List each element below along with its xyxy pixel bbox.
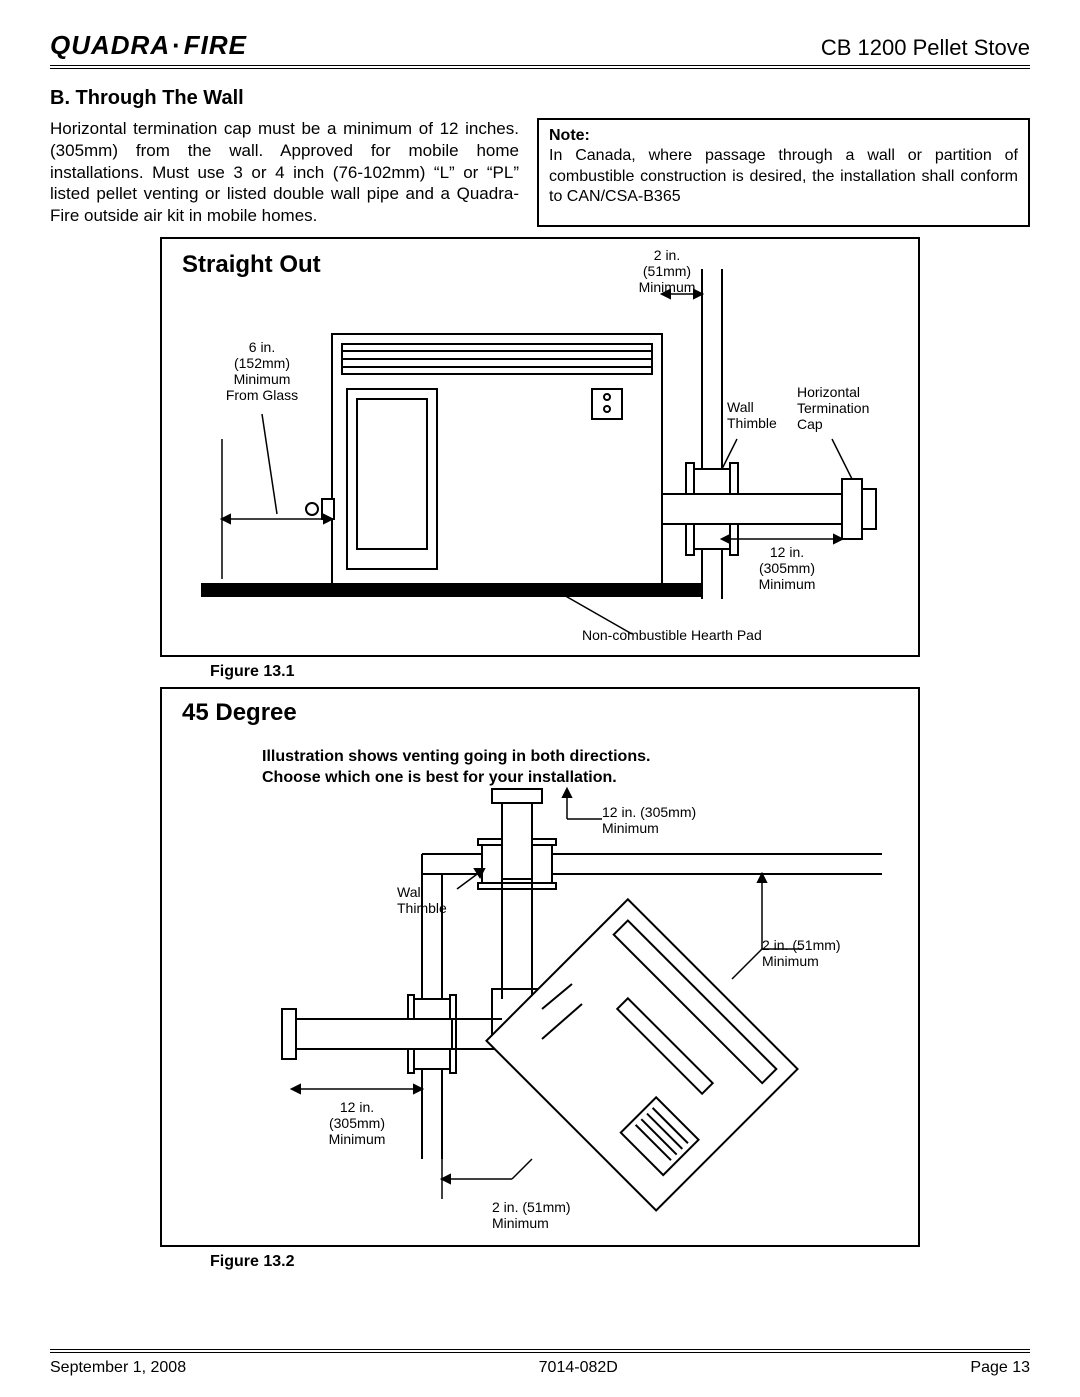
fig1-label-term-cap: HorizontalTerminationCap <box>797 384 907 432</box>
brand-dot: · <box>170 30 184 60</box>
fig1-label-wall-thimble: WallThimble <box>727 399 797 431</box>
brand-right: FIRE <box>184 30 247 60</box>
fig2-label-right-clear: 2 in. (51mm)Minimum <box>762 937 892 969</box>
fig2-label-left-clear: 12 in.(305mm)Minimum <box>307 1099 407 1147</box>
footer-page: Page 13 <box>970 1359 1030 1377</box>
figure-2-caption: Figure 13.2 <box>210 1253 1030 1271</box>
intro-paragraph: Horizontal termination cap must be a min… <box>50 118 519 227</box>
figure-2-subnote-2: Choose which one is best for your instal… <box>262 769 617 786</box>
footer-docnum: 7014-082D <box>539 1359 618 1377</box>
brand-left: QUADRA <box>50 30 170 60</box>
fig2-label-top-clear: 12 in. (305mm)Minimum <box>602 804 742 836</box>
note-body: In Canada, where passage through a wall … <box>549 147 1018 205</box>
fig1-label-from-glass: 6 in.(152mm)MinimumFrom Glass <box>212 339 312 403</box>
fig2-label-bottom-clear: 2 in. (51mm)Minimum <box>492 1199 632 1231</box>
figure-2-frame: 45 Degree Illustration shows venting goi… <box>160 687 920 1247</box>
figure-1-caption: Figure 13.1 <box>210 663 1030 681</box>
figure-2-subnote-1: Illustration shows venting going in both… <box>262 748 650 765</box>
brand-logo: QUADRA·FIRE <box>50 30 247 61</box>
figure-2-title: 45 Degree <box>182 699 297 727</box>
section-heading: B. Through The Wall <box>50 87 1030 110</box>
note-box: Note: In Canada, where passage through a… <box>537 118 1030 227</box>
figure-1-frame: Straight Out <box>160 237 920 657</box>
fig1-label-bottom-clear: 12 in.(305mm)Minimum <box>742 544 832 592</box>
figure-1-title: Straight Out <box>182 251 321 279</box>
product-name: CB 1200 Pellet Stove <box>821 35 1030 61</box>
figure-2-subnote: Illustration shows venting going in both… <box>262 747 650 789</box>
fig1-label-hearth: Non-combustible Hearth Pad <box>582 627 832 643</box>
footer-date: September 1, 2008 <box>50 1359 186 1377</box>
fig2-label-wall-thimble: WallThimble <box>397 884 467 916</box>
figure-1-diagram <box>162 239 922 659</box>
fig1-label-top-clear: 2 in.(51mm)Minimum <box>622 247 712 295</box>
note-label: Note: <box>549 127 590 144</box>
page-footer: September 1, 2008 7014-082D Page 13 <box>50 1349 1030 1377</box>
page-header: QUADRA·FIRE CB 1200 Pellet Stove <box>50 30 1030 69</box>
